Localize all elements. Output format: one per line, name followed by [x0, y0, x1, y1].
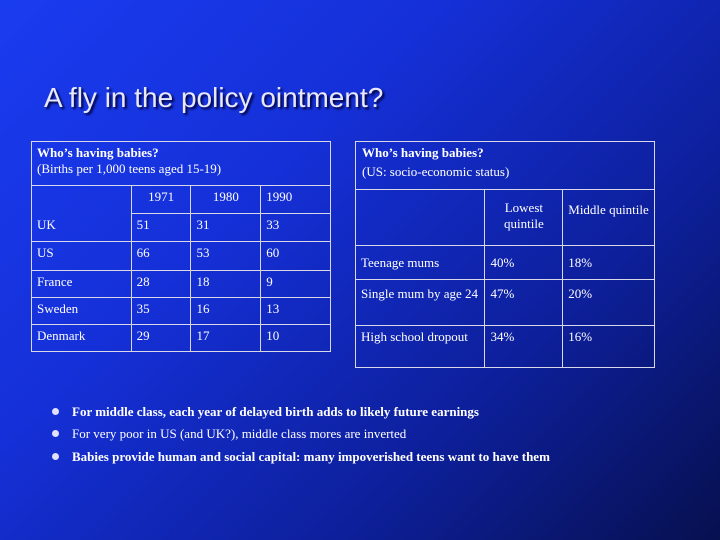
table-cell: 35 — [130, 297, 192, 325]
table-heading-title: Who’s having babies? — [37, 145, 159, 160]
row-label: Teenage mums — [354, 245, 486, 280]
table-cell: 13 — [260, 297, 331, 325]
table-cell: 33 — [260, 213, 331, 242]
bullet-icon — [52, 453, 59, 460]
table-cell: 20% — [562, 279, 655, 326]
row-label: Single mum by age 24 — [354, 279, 486, 326]
table-cell: 66 — [130, 241, 192, 271]
table-row: Single mum by age 24 47% 20% — [354, 279, 655, 326]
column-header: 1971 — [130, 185, 192, 214]
list-item: For very poor in US (and UK?), middle cl… — [52, 426, 652, 442]
table-row: Teenage mums 40% 18% — [354, 245, 655, 280]
table-heading-subtitle: (US: socio-economic status) — [362, 164, 510, 179]
socio-economic-table: Who’s having babies? (US: socio-economic… — [354, 141, 655, 368]
row-label: US — [31, 241, 132, 271]
table-row: US 66 53 60 — [31, 241, 331, 271]
table-row: Denmark 29 17 10 — [31, 324, 331, 352]
table-cell: 51 — [130, 213, 192, 242]
bullet-icon — [52, 408, 59, 415]
teen-births-table: Who’s having babies? (Births per 1,000 t… — [31, 141, 331, 352]
table-cell: 60 — [260, 241, 331, 271]
table-corner-cell — [31, 185, 132, 214]
table-heading: Who’s having babies? (US: socio-economic… — [355, 141, 655, 190]
row-label: High school dropout — [354, 325, 486, 368]
bullet-text: For middle class, each year of delayed b… — [72, 404, 479, 419]
table-corner-cell — [354, 189, 486, 246]
column-header: 1990 — [260, 185, 331, 214]
column-header: Middle quintile — [562, 189, 655, 246]
column-header: 1980 — [190, 185, 262, 214]
table-row: France 28 18 9 — [31, 270, 331, 298]
bullet-list: For middle class, each year of delayed b… — [52, 404, 652, 472]
table-cell: 34% — [484, 325, 564, 368]
table-cell: 16 — [190, 297, 262, 325]
table-cell: 18 — [190, 270, 262, 298]
table-heading-title: Who’s having babies? — [362, 145, 484, 160]
table-row: High school dropout 34% 16% — [354, 325, 655, 368]
bullet-text: For very poor in US (and UK?), middle cl… — [72, 426, 407, 441]
bullet-text: Babies provide human and social capital:… — [72, 449, 550, 464]
row-label: France — [31, 270, 132, 298]
table-cell: 10 — [260, 324, 331, 352]
table-cell: 9 — [260, 270, 331, 298]
row-label: Denmark — [31, 324, 132, 352]
column-header: Lowest quintile — [484, 189, 564, 246]
table-cell: 53 — [190, 241, 262, 271]
table-row: Sweden 35 16 13 — [31, 297, 331, 325]
table-cell: 31 — [190, 213, 262, 242]
bullet-icon — [52, 430, 59, 437]
table-cell: 16% — [562, 325, 655, 368]
row-label: UK — [31, 213, 132, 242]
table-cell: 40% — [484, 245, 564, 280]
table-cell: 17 — [190, 324, 262, 352]
table-cell: 18% — [562, 245, 655, 280]
table-cell: 29 — [130, 324, 192, 352]
list-item: Babies provide human and social capital:… — [52, 449, 632, 465]
slide-title: A fly in the policy ointment? — [44, 82, 384, 113]
table-cell: 47% — [484, 279, 564, 326]
row-label: Sweden — [31, 297, 132, 325]
table-heading-subtitle: (Births per 1,000 teens aged 15-19) — [37, 161, 222, 176]
table-row: UK 51 31 33 — [31, 213, 331, 242]
table-cell: 28 — [130, 270, 192, 298]
list-item: For middle class, each year of delayed b… — [52, 404, 652, 420]
table-heading: Who’s having babies? (Births per 1,000 t… — [31, 141, 331, 186]
